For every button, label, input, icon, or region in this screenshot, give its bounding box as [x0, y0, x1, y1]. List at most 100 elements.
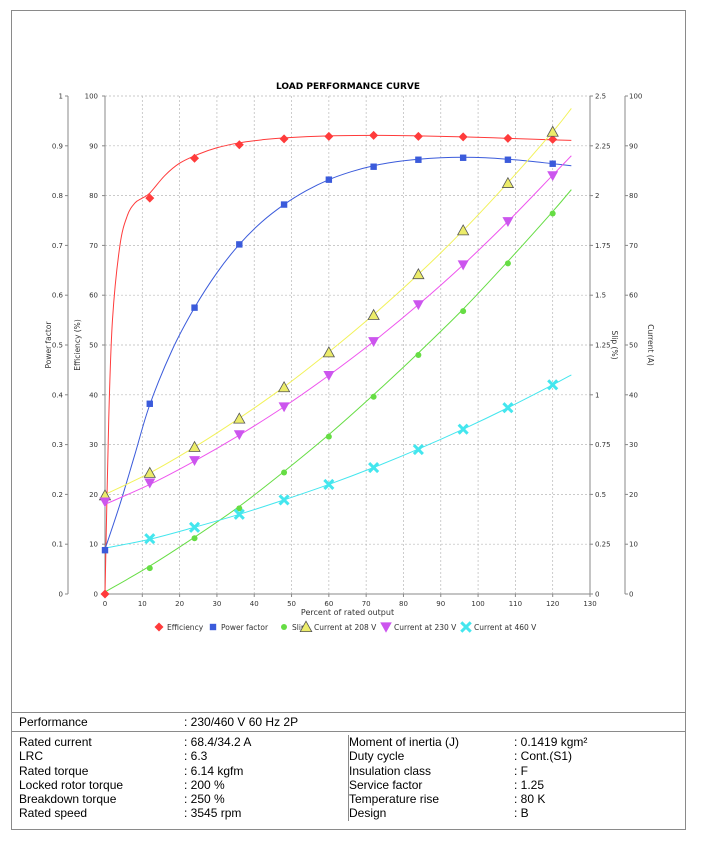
spec-value: : Cont.(S1): [514, 749, 573, 764]
spec-value: : 250 %: [184, 792, 225, 807]
spec-row: Design : B: [349, 806, 685, 820]
current-at-230-v-point: [502, 217, 514, 227]
slip-tick-label: 2: [595, 192, 599, 200]
current-tick-label: 70: [629, 242, 638, 250]
slip-tick-label: 0: [595, 591, 599, 599]
power-factor-tick-label: 0.6: [52, 292, 64, 300]
x-tick-label: 130: [583, 600, 596, 608]
efficiency-point: [190, 153, 200, 163]
chart-title: LOAD PERFORMANCE CURVE: [276, 82, 420, 92]
performance-label: Performance: [19, 715, 88, 729]
slip-tick-label: 1.25: [595, 342, 611, 350]
slip-tick-label: 0.5: [595, 491, 606, 499]
power-factor-tick-label: 1: [59, 93, 63, 101]
slip-point: [370, 393, 377, 400]
efficiency-tick-label: 50: [89, 342, 98, 350]
power-factor-tick-label: 0.8: [52, 192, 63, 200]
x-tick-label: 50: [287, 600, 296, 608]
specs-left-column: Rated current: 68.4/34.2 A LRC: 6.3 Rate…: [12, 735, 349, 821]
spec-label: Duty cycle: [349, 749, 405, 764]
x-tick-label: 70: [362, 600, 371, 608]
efficiency-tick-label: 40: [89, 391, 98, 399]
spec-row: Service factor: 1.25: [349, 778, 685, 792]
slip-point: [549, 210, 556, 217]
spec-value: : B: [514, 806, 529, 821]
efficiency-tick-label: 80: [89, 192, 98, 200]
slip-point: [281, 469, 288, 476]
slip-point: [325, 433, 332, 440]
efficiency-point: [324, 131, 334, 141]
x-tick-label: 80: [399, 600, 408, 608]
power-factor-tick-label: 0: [59, 591, 63, 599]
slip-point: [191, 535, 198, 542]
current-at-460-v-point: [457, 423, 469, 435]
spec-value: : 6.3: [184, 749, 208, 764]
motor-specs: Performance : 230/460 V 60 Hz 2P Rated c…: [12, 712, 685, 821]
spec-row: Rated current: 68.4/34.2 A: [12, 735, 348, 749]
efficiency-tick-label: 70: [89, 242, 98, 250]
current-tick-label: 60: [629, 292, 638, 300]
spec-label: Rated torque: [19, 763, 89, 778]
legend-current-at-208-v-label: Current at 208 V: [314, 623, 377, 632]
legend-current-at-208-v-swatch: [299, 620, 313, 633]
power-factor-axis-title: Power factor: [44, 321, 53, 369]
power-factor-point: [191, 304, 198, 311]
current-at-208-v-point: [546, 125, 559, 137]
slip-tick-label: 0.75: [595, 441, 611, 449]
power-factor-point: [459, 154, 467, 161]
x-marker-stroke: [502, 402, 514, 414]
power-factor-point: [504, 156, 512, 163]
x-marker-stroke: [233, 508, 245, 520]
current-axis-title: Current (A): [646, 324, 655, 366]
x-tick-label: 30: [212, 600, 221, 608]
x-marker-stroke: [323, 478, 335, 491]
spec-row: LRC: 6.3: [12, 749, 348, 763]
power-factor-point: [370, 163, 377, 170]
current-at-460-v-point: [547, 379, 559, 391]
legend-slip-label: Slip: [292, 623, 306, 632]
slip-tick-label: 0.25: [595, 541, 611, 549]
chart-markers: [98, 125, 559, 599]
legend-current-at-230-v-label: Current at 230 V: [394, 623, 457, 632]
spec-row: Rated torque: 6.14 kgfm: [12, 764, 348, 778]
spec-row: Duty cycle : Cont.(S1): [349, 749, 685, 763]
efficiency-tick-label: 0: [94, 591, 98, 599]
power-factor-point: [236, 241, 243, 248]
current-tick-label: 30: [629, 441, 638, 449]
spec-label: Moment of inertia (J): [349, 735, 460, 749]
current-at-460-v-point: [502, 402, 514, 414]
efficiency-point: [279, 134, 289, 144]
power-factor-tick-label: 0.9: [52, 142, 63, 150]
slip-point: [415, 351, 422, 358]
current-tick-label: 50: [629, 342, 638, 350]
x-tick-label: 60: [324, 600, 333, 608]
datasheet-frame: [11, 10, 686, 830]
spec-label: Rated speed: [19, 806, 88, 821]
power-factor-tick-label: 0.3: [52, 441, 63, 449]
legend-efficiency-label: Efficiency: [167, 623, 204, 632]
slip-point: [236, 505, 243, 512]
current-at-208-v-point: [412, 267, 425, 280]
slip-axis-title: Slip (%): [610, 330, 619, 359]
legend-slip-swatch: [281, 624, 287, 630]
spec-label: Breakdown torque: [19, 792, 117, 807]
slip-tick-label: 1: [595, 391, 599, 399]
x-tick-label: 120: [546, 600, 559, 608]
efficiency-tick-label: 90: [89, 142, 98, 150]
current-at-230-v-point: [547, 171, 559, 182]
spec-label: Design: [349, 806, 387, 821]
x-tick-label: 100: [471, 600, 484, 608]
legend-current-at-460-v-swatch: [460, 621, 472, 633]
slip-tick-label: 1.5: [595, 292, 606, 300]
spec-value: : 200 %: [184, 777, 225, 792]
current-at-208-v-point: [322, 346, 336, 358]
current-at-460-v-point: [233, 508, 245, 520]
x-marker-stroke: [547, 379, 559, 391]
current-tick-label: 90: [629, 142, 638, 150]
x-marker-stroke: [188, 521, 201, 533]
power-factor-point: [325, 176, 333, 183]
current-at-208-v-point: [277, 381, 291, 393]
current-at-460-v-point: [368, 461, 380, 474]
power-factor-point: [280, 201, 288, 208]
x-marker-stroke: [412, 444, 424, 456]
